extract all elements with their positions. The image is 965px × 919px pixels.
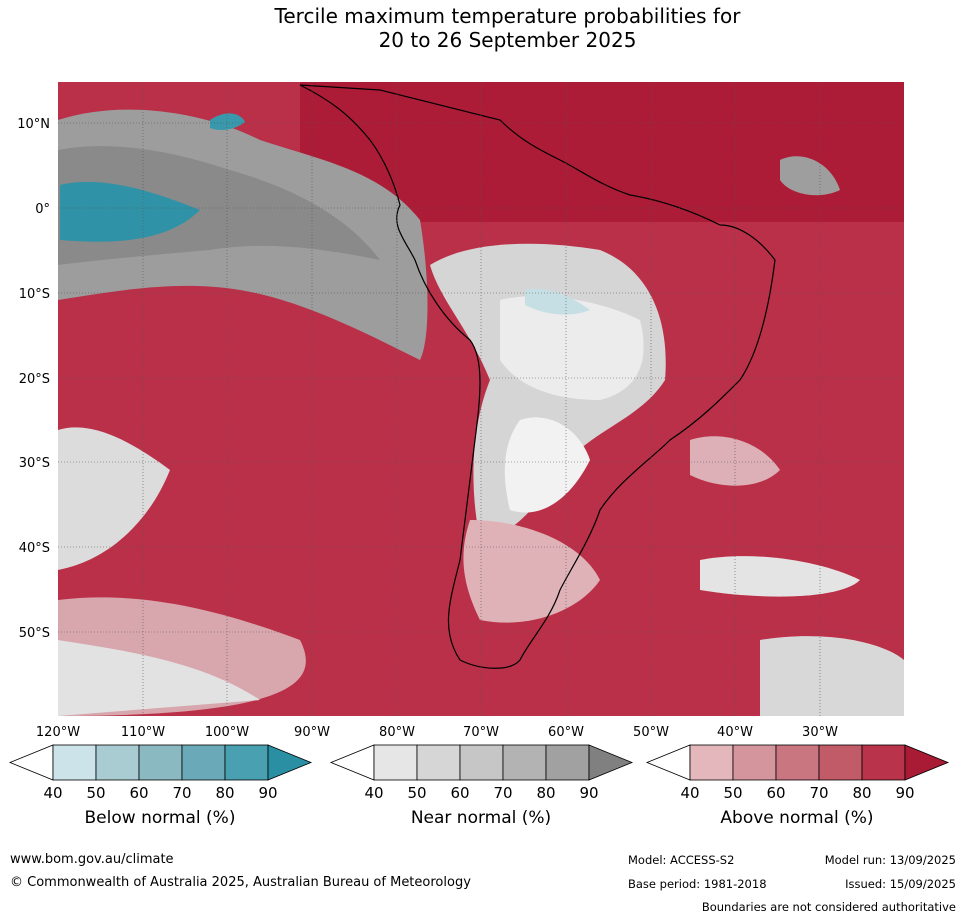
legend-near-tick: 80 — [536, 784, 555, 802]
map-field — [58, 82, 904, 716]
legend-near-tick: 70 — [493, 784, 512, 802]
lon-label: 50°W — [633, 725, 669, 740]
legend-near-min-triangle — [329, 744, 375, 781]
issued-text: Issued: 15/09/2025 — [845, 877, 956, 891]
legend-above-tick: 60 — [766, 784, 785, 802]
legend-near-tick: 50 — [407, 784, 426, 802]
legend-below-swatch — [95, 744, 140, 781]
legend-near-swatch — [459, 744, 504, 781]
legend-below-tick: 60 — [129, 784, 148, 802]
lat-label: 30°S — [19, 456, 50, 471]
legend-above-swatch — [775, 744, 820, 781]
lon-label: 110°W — [121, 725, 165, 740]
legend-above-swatch — [818, 744, 863, 781]
legend-below-tick: 80 — [215, 784, 234, 802]
legend-below-max-triangle — [267, 744, 313, 781]
model-text: Model: ACCESS-S2 — [628, 853, 735, 867]
legend-below-tick: 40 — [43, 784, 62, 802]
lat-label: 50°S — [19, 626, 50, 641]
legend-above-tick: 50 — [723, 784, 742, 802]
legend-below-swatch — [224, 744, 269, 781]
lon-label: 80°W — [379, 725, 415, 740]
lon-label: 60°W — [548, 725, 584, 740]
legend-near-max-triangle — [588, 744, 634, 781]
lon-label: 70°W — [463, 725, 499, 740]
coastline — [299, 84, 776, 669]
lat-label: 10°S — [19, 287, 50, 302]
legend-near-tick: 40 — [364, 784, 383, 802]
legend-below-tick: 70 — [172, 784, 191, 802]
legend-near-tick: 60 — [450, 784, 469, 802]
title-line-1: Tercile maximum temperature probabilitie… — [274, 4, 741, 28]
legend-title-above: Above normal (%) — [720, 808, 874, 828]
legend-below-swatch — [181, 744, 226, 781]
legend-above-min-triangle — [645, 744, 691, 781]
legend-below-swatch — [138, 744, 183, 781]
lon-label: 30°W — [802, 725, 838, 740]
lat-label: 40°S — [19, 541, 50, 556]
legend-title-near: Near normal (%) — [410, 808, 552, 828]
map-title: Tercile maximum temperature probabilitie… — [0, 4, 965, 52]
copyright-text: © Commonwealth of Australia 2025, Austra… — [10, 875, 471, 890]
legend-below-tick: 50 — [86, 784, 105, 802]
model-run-text: Model run: 13/09/2025 — [824, 853, 956, 867]
legend-below-tick: 90 — [258, 784, 277, 802]
legend-near-swatch — [545, 744, 590, 781]
title-line-2: 20 to 26 September 2025 — [378, 28, 637, 52]
legend-above-swatch — [689, 744, 734, 781]
lat-label: 0° — [35, 202, 50, 217]
lon-label: 40°W — [717, 725, 753, 740]
graticule — [58, 82, 904, 716]
legend-group: 40 50 60 70 80 90 40 50 60 70 80 90 40 50 60 70 80 90 — [8, 744, 950, 802]
legend-below-swatch — [52, 744, 97, 781]
legend-above-tick: 40 — [680, 784, 699, 802]
legend-near-tick: 90 — [579, 784, 598, 802]
lon-label: 120°W — [36, 725, 80, 740]
lat-label: 10°N — [17, 117, 50, 132]
legend-above-swatch — [732, 744, 777, 781]
website-text: www.bom.gov.au/climate — [10, 852, 174, 867]
legend-title-below: Below normal (%) — [84, 808, 236, 828]
lon-label: 100°W — [205, 725, 249, 740]
legend-below-min-triangle — [8, 744, 54, 781]
legend-near-swatch — [373, 744, 418, 781]
disclaimer-text: Boundaries are not considered authoritat… — [701, 900, 956, 914]
lon-label: 90°W — [294, 725, 330, 740]
lat-label: 20°S — [19, 372, 50, 387]
base-period-text: Base period: 1981-2018 — [628, 877, 767, 891]
legend-above-max-triangle — [904, 744, 950, 781]
legend-above-tick: 80 — [852, 784, 871, 802]
legend-above-swatch — [861, 744, 906, 781]
legend-near-swatch — [502, 744, 547, 781]
legend-above-tick: 90 — [895, 784, 914, 802]
legend-above-tick: 70 — [809, 784, 828, 802]
legend-near-swatch — [416, 744, 461, 781]
